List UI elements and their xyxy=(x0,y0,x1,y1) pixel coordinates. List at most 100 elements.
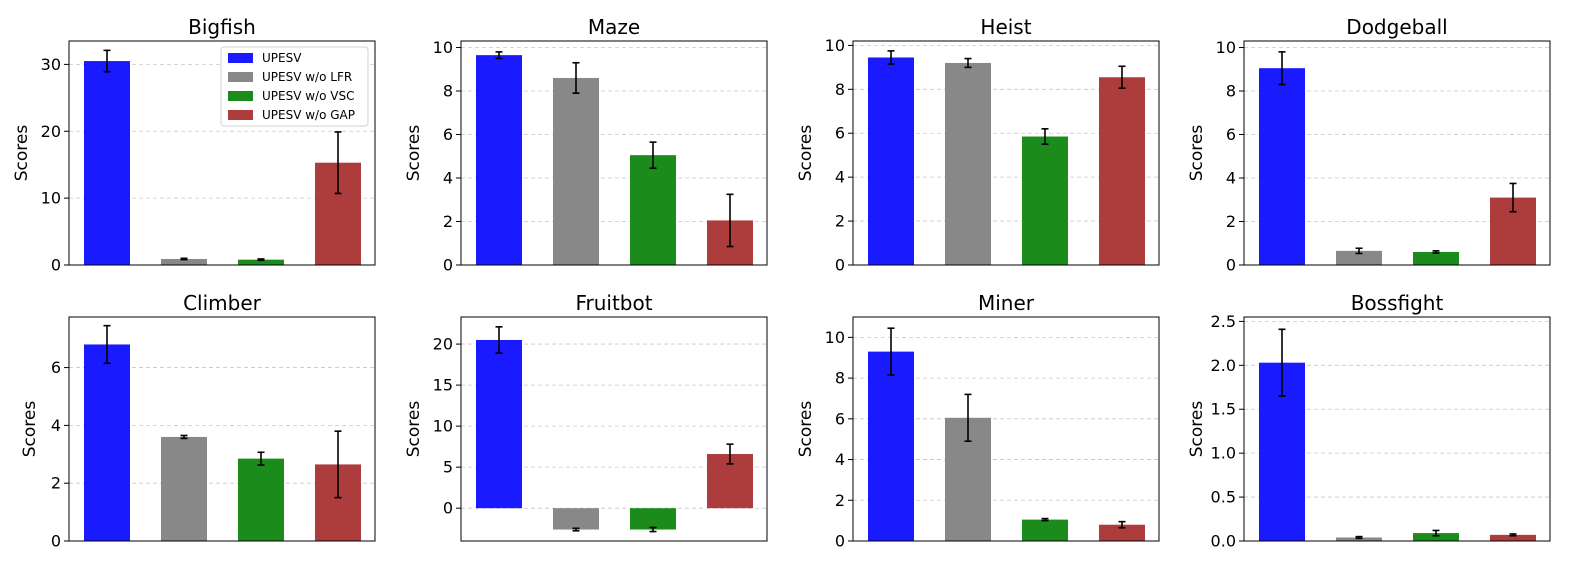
error-bar-fruitbot-4 xyxy=(726,443,734,465)
error-bar-dodgeball-3 xyxy=(1432,250,1440,254)
y-axis-label: Scores xyxy=(1187,125,1207,182)
y-tick-label: 4 xyxy=(835,450,845,469)
bar-dodgeball-3 xyxy=(1413,251,1459,265)
y-axis-label: Scores xyxy=(404,125,424,182)
bar-heist-4 xyxy=(1099,77,1145,265)
y-tick-label: 4 xyxy=(835,168,845,187)
y-tick-label: 2.0 xyxy=(1211,356,1236,375)
error-bar-heist-1 xyxy=(887,50,895,65)
bar-bigfish-2 xyxy=(161,258,207,265)
y-tick-label: 0.5 xyxy=(1211,488,1236,507)
y-tick-label: 8 xyxy=(835,369,845,388)
error-bar-bossfight-4 xyxy=(1509,533,1517,537)
error-bar-fruitbot-2 xyxy=(572,527,580,532)
bar-bossfight-3 xyxy=(1413,533,1459,541)
bar-maze-1 xyxy=(476,55,522,265)
bar-heist-3 xyxy=(1022,136,1068,265)
bar-heist-1 xyxy=(868,57,914,266)
legend-label-2: UPESV w/o LFR xyxy=(262,70,352,84)
plot-frame xyxy=(852,40,1160,266)
error-bar-miner-3 xyxy=(1041,517,1049,522)
chart-title-maze: Maze xyxy=(588,15,640,39)
y-tick-label: 0 xyxy=(835,532,845,551)
error-bar-maze-4 xyxy=(726,193,734,248)
error-bar-bossfight-2 xyxy=(1355,535,1363,540)
error-bar-dodgeball-1 xyxy=(1278,51,1286,86)
chart-title-fruitbot: Fruitbot xyxy=(575,291,652,315)
y-tick-label: 2 xyxy=(51,474,61,493)
y-tick-label: 6 xyxy=(835,409,845,428)
bar-climber-2 xyxy=(161,436,207,541)
plot-frame xyxy=(68,40,376,266)
y-tick-label: 2 xyxy=(835,491,845,510)
error-bar-climber-2 xyxy=(180,434,188,440)
error-bar-bigfish-1 xyxy=(103,49,111,73)
y-tick-label: 10 xyxy=(433,38,453,57)
bar-maze-3 xyxy=(630,155,676,265)
chart-panel-fruitbot: 0 5 10 15 20 Scores Fruitbot xyxy=(404,291,768,542)
y-tick-label: 10 xyxy=(1216,38,1236,57)
legend-swatch-1 xyxy=(228,53,253,63)
error-bar-fruitbot-3 xyxy=(649,526,657,533)
y-tick-label: 6 xyxy=(1226,125,1236,144)
plot-frame xyxy=(460,316,768,542)
y-axis-label: Scores xyxy=(796,401,816,458)
plot-frame xyxy=(460,40,768,266)
bar-climber-1 xyxy=(84,344,130,541)
legend-label-3: UPESV w/o VSC xyxy=(262,89,354,103)
y-tick-label: 4 xyxy=(51,416,61,435)
y-tick-label: 1.0 xyxy=(1211,444,1236,463)
y-tick-label: 2.5 xyxy=(1211,312,1236,331)
y-tick-label: 0 xyxy=(51,532,61,551)
plot-frame xyxy=(852,316,1160,542)
error-bar-maze-2 xyxy=(572,61,580,94)
bar-dodgeball-1 xyxy=(1259,68,1305,265)
bar-bigfish-3 xyxy=(238,259,284,265)
y-tick-label: 15 xyxy=(433,376,453,395)
error-bar-heist-2 xyxy=(964,57,972,69)
error-bar-miner-4 xyxy=(1118,520,1126,529)
y-axis-label: Scores xyxy=(404,401,424,458)
chart-panel-climber: 0 2 4 6 Scores Climber xyxy=(20,291,376,551)
chart-panel-maze: 0 2 4 6 8 10 Scores Maze xyxy=(404,15,768,275)
legend-box xyxy=(220,46,369,127)
plot-frame xyxy=(1243,40,1551,266)
error-bar-bossfight-1 xyxy=(1278,328,1286,397)
y-tick-label: 8 xyxy=(443,82,453,101)
error-bar-miner-2 xyxy=(964,393,972,443)
bar-heist-2 xyxy=(945,62,991,265)
legend: UPESV UPESV w/o LFR UPESV w/o VSC UPESV w/o… xyxy=(220,46,369,127)
bar-bossfight-4 xyxy=(1490,534,1536,541)
chart-panel-miner: 0 2 4 6 8 10 Scores Miner xyxy=(796,291,1160,551)
legend-swatch-2 xyxy=(228,72,253,82)
error-bar-bigfish-3 xyxy=(257,258,265,262)
error-bar-climber-3 xyxy=(257,451,265,466)
error-bar-heist-3 xyxy=(1041,128,1049,146)
chart-panel-bossfight: 0.0 0.5 1.0 1.5 2.0 2.5 Scores Bossfight xyxy=(1187,291,1551,551)
error-bar-maze-3 xyxy=(649,141,657,170)
legend-swatch-3 xyxy=(228,91,253,101)
y-tick-label: 2 xyxy=(443,212,453,231)
chart-title-dodgeball: Dodgeball xyxy=(1346,15,1447,39)
bar-miner-1 xyxy=(868,351,914,541)
y-tick-label: 2 xyxy=(1226,212,1236,231)
y-tick-label: 0 xyxy=(443,499,453,518)
y-tick-label: 6 xyxy=(835,124,845,143)
y-tick-label: 0 xyxy=(51,256,61,275)
plot-frame xyxy=(1243,316,1551,542)
y-tick-label: 8 xyxy=(1226,82,1236,101)
y-axis-label: Scores xyxy=(20,401,40,458)
chart-title-heist: Heist xyxy=(980,15,1031,39)
bar-bossfight-2 xyxy=(1336,537,1382,541)
legend-swatch-4 xyxy=(228,110,253,120)
y-tick-label: 6 xyxy=(443,125,453,144)
y-tick-label: 8 xyxy=(835,80,845,99)
bar-bigfish-1 xyxy=(84,61,130,266)
bar-maze-2 xyxy=(553,77,599,265)
bar-miner-3 xyxy=(1022,519,1068,541)
chart-title-bossfight: Bossfight xyxy=(1351,291,1444,315)
error-bar-bigfish-2 xyxy=(180,257,188,261)
chart-title-bigfish: Bigfish xyxy=(188,15,256,39)
error-bar-heist-4 xyxy=(1118,65,1126,90)
